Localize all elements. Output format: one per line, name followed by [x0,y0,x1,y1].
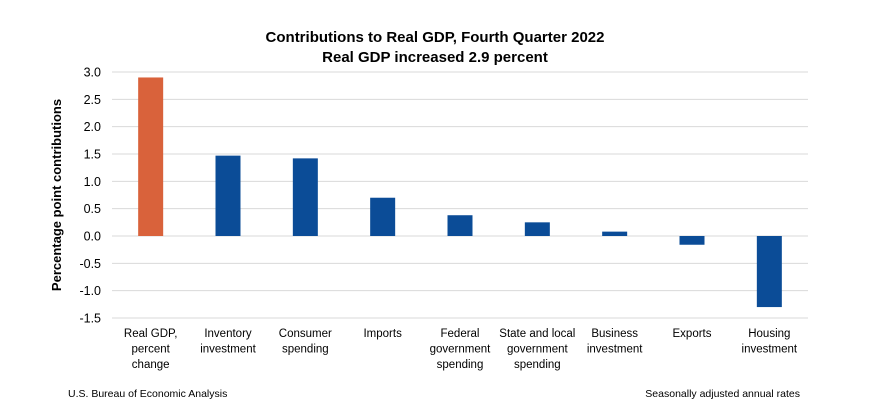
y-tick-label: 0.5 [84,202,101,216]
y-tick-labels: 3.0 2.5 2.0 1.5 1.0 0.5 0.0 -0.5 -1.0 -1.5 [79,66,101,326]
source-note: U.S. Bureau of Economic Analysis [68,388,228,400]
y-tick-label: 0.0 [84,230,101,244]
bar [138,77,164,236]
chart-title: Contributions to Real GDP, Fourth Quarte… [266,29,605,46]
bar [447,215,473,236]
category-label: Imports [363,328,402,340]
category-label: Inventory investment [200,328,256,356]
category-label: Exports [673,328,712,340]
y-tick-label: -0.5 [79,257,101,271]
y-tick-label: 1.0 [84,175,101,189]
y-tick-label: -1.5 [79,312,101,326]
bar [679,236,705,245]
category-labels: Real GDP, percent change Inventory investmen… [124,328,798,371]
y-tick-label: 1.5 [84,148,101,162]
chart-subtitle: Real GDP increased 2.9 percent [322,49,548,66]
category-label: Real GDP, percent change [124,328,177,371]
y-tick-label: 2.0 [84,120,101,134]
category-label: Housing investment [742,328,798,356]
category-label: Business investment [587,328,643,356]
category-label: Federal government spending [430,328,492,371]
category-label: State and local government spending [499,328,575,371]
bar [292,158,318,236]
bar [756,236,782,308]
y-tick-label: 2.5 [84,93,101,107]
y-axis-label: Percentage point contributions [49,99,64,291]
bar [602,231,628,236]
bars [138,77,782,308]
bar [524,222,550,236]
bar [370,197,396,236]
bar [215,155,241,236]
category-label: Consumer spending [279,328,332,356]
rates-note: Seasonally adjusted annual rates [645,388,800,400]
y-tick-label: 3.0 [84,66,101,80]
y-tick-label: -1.0 [79,284,101,298]
